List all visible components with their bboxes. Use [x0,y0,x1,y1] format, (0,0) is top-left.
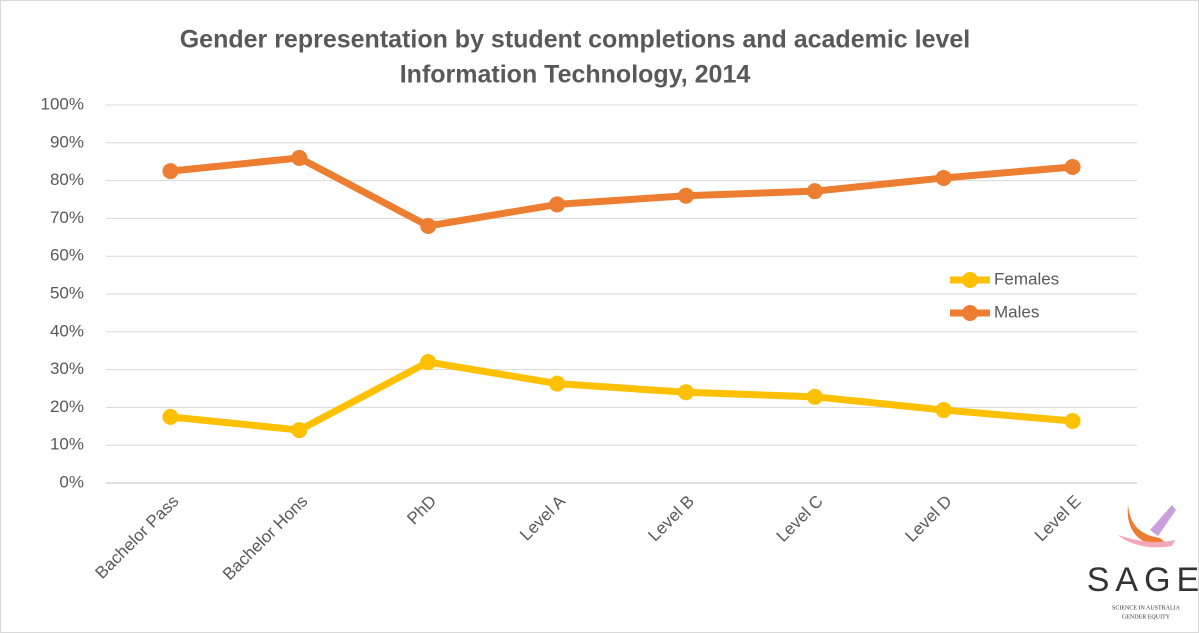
y-tick-label: 50% [50,283,84,302]
y-tick-label: 0% [59,472,84,491]
y-tick-label: 10% [50,435,84,454]
marker [1064,158,1081,175]
y-tick-label: 60% [50,246,84,265]
marker [549,375,566,392]
y-tick-label: 20% [50,397,84,416]
line [170,154,1073,230]
marker [291,422,308,439]
chart-subtitle: Information Technology, 2014 [400,61,751,89]
y-tick-label: 80% [50,170,84,189]
marker [1064,413,1081,430]
marker [677,384,694,401]
marker [162,408,179,425]
marker [549,196,566,213]
marker [162,163,179,180]
y-tick-label: 90% [50,132,84,151]
marker [806,183,823,200]
y-tick-label: 40% [50,321,84,340]
marker [420,217,437,234]
legend-label: Females [994,269,1059,288]
logo-text: SCIENCE IN AUSTRALIA [1112,605,1181,611]
logo-shape [1118,535,1175,548]
legend-label: Males [994,302,1039,321]
marker [806,388,823,405]
marker [420,354,437,371]
logo: SAGE SCIENCE IN AUSTRALIA GENDER EQUITY [1087,505,1199,620]
logo-shape [1127,505,1168,546]
legend-marker [962,305,978,321]
logo-name: SAGE [1087,561,1199,599]
legend-marker [962,272,978,288]
marker [291,149,308,166]
chart-title: Gender representation by student complet… [180,26,971,54]
y-tick-label: 70% [50,208,84,227]
y-tick-label: 30% [50,359,84,378]
marker [935,169,952,186]
marker [935,402,952,419]
y-tick-label: 100% [41,94,84,113]
logo-text: GENDER EQUITY [1122,614,1171,620]
line [170,358,1073,434]
logo-shape [1150,505,1176,536]
marker [677,187,694,204]
